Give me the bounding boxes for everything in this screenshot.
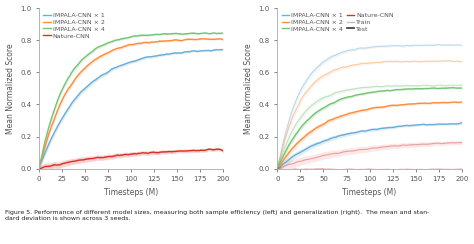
Nature-CNN bbox=[187, 149, 193, 152]
Line: Nature-CNN: Nature-CNN bbox=[39, 149, 223, 169]
IMPALA-CNN × 4 bbox=[217, 32, 222, 35]
Text: Figure 5. Performance of different model sizes, measuring both sample efficiency: Figure 5. Performance of different model… bbox=[5, 210, 429, 221]
IMPALA-CNN × 1 bbox=[136, 58, 142, 61]
IMPALA-CNN × 1 bbox=[220, 48, 226, 51]
IMPALA-CNN × 2 bbox=[201, 37, 206, 40]
IMPALA-CNN × 2 bbox=[363, 108, 369, 111]
IMPALA-CNN × 4 bbox=[125, 36, 130, 39]
IMPALA-CNN × 2 bbox=[459, 101, 465, 103]
IMPALA-CNN × 4 bbox=[362, 92, 368, 95]
IMPALA-CNN × 1 bbox=[459, 121, 465, 124]
IMPALA-CNN × 4 bbox=[220, 32, 226, 35]
IMPALA-CNN × 2 bbox=[384, 105, 390, 108]
Y-axis label: Mean Normalized Score: Mean Normalized Score bbox=[6, 43, 15, 134]
Nature-CNN bbox=[36, 167, 42, 170]
IMPALA-CNN × 1 bbox=[216, 48, 222, 51]
IMPALA-CNN × 1 bbox=[187, 50, 193, 53]
Y-axis label: Mean Normalized Score: Mean Normalized Score bbox=[244, 43, 253, 134]
Legend: IMPALA-CNN × 1, IMPALA-CNN × 2, IMPALA-CNN × 4, Nature-CNN: IMPALA-CNN × 1, IMPALA-CNN × 2, IMPALA-C… bbox=[42, 11, 106, 40]
Nature-CNN bbox=[455, 168, 461, 171]
IMPALA-CNN × 4 bbox=[146, 34, 152, 37]
Nature-CNN bbox=[124, 153, 129, 156]
Line: IMPALA-CNN × 2: IMPALA-CNN × 2 bbox=[39, 39, 223, 165]
X-axis label: Timesteps (M): Timesteps (M) bbox=[342, 188, 397, 197]
IMPALA-CNN × 4 bbox=[136, 34, 142, 37]
IMPALA-CNN × 1 bbox=[124, 62, 129, 65]
Nature-CNN bbox=[364, 168, 369, 171]
IMPALA-CNN × 2 bbox=[36, 164, 42, 167]
Nature-CNN bbox=[363, 168, 368, 171]
IMPALA-CNN × 2 bbox=[426, 102, 431, 105]
IMPALA-CNN × 1 bbox=[219, 48, 224, 51]
X-axis label: Timesteps (M): Timesteps (M) bbox=[104, 188, 158, 197]
Nature-CNN bbox=[384, 168, 390, 171]
IMPALA-CNN × 4 bbox=[36, 164, 42, 167]
Nature-CNN bbox=[215, 148, 220, 151]
IMPALA-CNN × 2 bbox=[124, 44, 129, 47]
IMPALA-CNN × 1 bbox=[455, 122, 460, 125]
IMPALA-CNN × 1 bbox=[146, 55, 152, 58]
IMPALA-CNN × 1 bbox=[363, 130, 369, 132]
IMPALA-CNN × 1 bbox=[362, 130, 368, 132]
IMPALA-CNN × 4 bbox=[363, 92, 369, 95]
IMPALA-CNN × 2 bbox=[362, 109, 368, 112]
Line: IMPALA-CNN × 1: IMPALA-CNN × 1 bbox=[277, 123, 462, 168]
IMPALA-CNN × 4 bbox=[124, 37, 129, 40]
IMPALA-CNN × 1 bbox=[36, 164, 42, 167]
IMPALA-CNN × 2 bbox=[274, 166, 280, 169]
IMPALA-CNN × 1 bbox=[374, 128, 380, 131]
IMPALA-CNN × 4 bbox=[459, 87, 465, 90]
IMPALA-CNN × 2 bbox=[374, 106, 380, 109]
IMPALA-CNN × 2 bbox=[125, 44, 130, 47]
Nature-CNN bbox=[284, 168, 290, 171]
Line: IMPALA-CNN × 2: IMPALA-CNN × 2 bbox=[277, 102, 462, 168]
IMPALA-CNN × 1 bbox=[125, 61, 130, 64]
IMPALA-CNN × 2 bbox=[220, 38, 226, 41]
IMPALA-CNN × 1 bbox=[426, 123, 431, 126]
Nature-CNN bbox=[459, 168, 465, 171]
Line: IMPALA-CNN × 4: IMPALA-CNN × 4 bbox=[277, 88, 462, 167]
Nature-CNN bbox=[125, 153, 130, 156]
IMPALA-CNN × 2 bbox=[146, 41, 152, 44]
IMPALA-CNN × 4 bbox=[187, 32, 193, 35]
Line: IMPALA-CNN × 4: IMPALA-CNN × 4 bbox=[39, 33, 223, 166]
IMPALA-CNN × 4 bbox=[450, 86, 456, 89]
Nature-CNN bbox=[217, 148, 222, 151]
Nature-CNN bbox=[136, 152, 142, 155]
IMPALA-CNN × 1 bbox=[384, 126, 390, 129]
IMPALA-CNN × 4 bbox=[374, 90, 380, 93]
IMPALA-CNN × 4 bbox=[384, 89, 390, 92]
Line: IMPALA-CNN × 1: IMPALA-CNN × 1 bbox=[39, 50, 223, 166]
Nature-CNN bbox=[426, 168, 432, 171]
IMPALA-CNN × 2 bbox=[217, 37, 222, 40]
IMPALA-CNN × 4 bbox=[426, 87, 431, 90]
Line: Nature-CNN: Nature-CNN bbox=[277, 169, 462, 170]
IMPALA-CNN × 1 bbox=[274, 167, 280, 170]
IMPALA-CNN × 4 bbox=[274, 166, 280, 169]
IMPALA-CNN × 2 bbox=[136, 42, 142, 45]
IMPALA-CNN × 2 bbox=[455, 101, 460, 104]
IMPALA-CNN × 2 bbox=[187, 38, 193, 41]
Nature-CNN bbox=[146, 152, 152, 155]
Nature-CNN bbox=[220, 150, 226, 152]
Nature-CNN bbox=[374, 168, 380, 171]
IMPALA-CNN × 4 bbox=[455, 87, 461, 90]
Nature-CNN bbox=[274, 168, 280, 171]
Legend: IMPALA-CNN × 1, IMPALA-CNN × 2, IMPALA-CNN × 4, Nature-CNN, Train, Test: IMPALA-CNN × 1, IMPALA-CNN × 2, IMPALA-C… bbox=[281, 11, 395, 33]
IMPALA-CNN × 4 bbox=[201, 31, 207, 34]
